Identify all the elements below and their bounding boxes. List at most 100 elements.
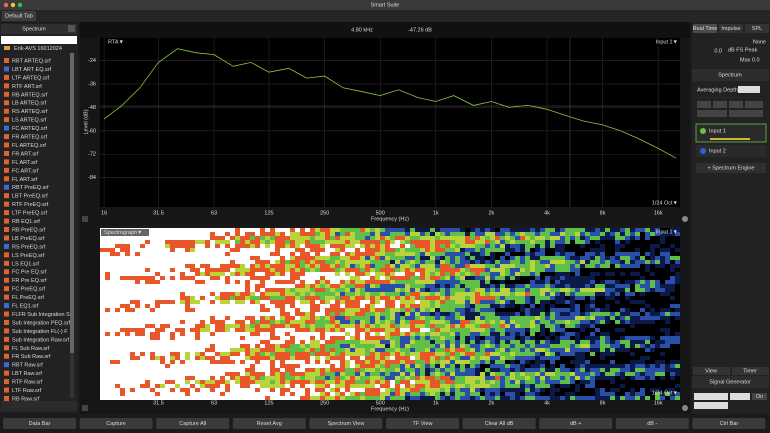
- spectrogram-cell: [615, 232, 620, 236]
- spectrogram-cell: [115, 292, 120, 296]
- spectrogram-cell: [175, 360, 180, 364]
- spectrogram-cell: [330, 304, 335, 308]
- spectrogram-cell: [265, 292, 270, 296]
- tab[interactable]: [2, 11, 36, 21]
- spectrogram-cell: [145, 304, 150, 308]
- spectrogram-cell: [380, 280, 385, 284]
- spectrogram-cell: [225, 320, 230, 324]
- spectrogram-cell: [610, 380, 615, 384]
- search-box[interactable]: [1, 36, 77, 44]
- spectrogram-cell: [645, 248, 650, 252]
- sidebar-menu[interactable]: [68, 25, 75, 32]
- spectrogram-cell: [485, 356, 490, 360]
- spectrogram-cell: [175, 324, 180, 328]
- spectrogram-cell: [370, 260, 375, 264]
- spectrogram-cell: [365, 308, 370, 312]
- spectrogram-cell: [105, 388, 110, 392]
- spectrogram-cell: [435, 300, 440, 304]
- spectrogram-cell: [450, 352, 455, 356]
- spectrogram-cell: [260, 364, 265, 368]
- spectrogram-cell: [505, 356, 510, 360]
- spectrogram-cell: [395, 348, 400, 352]
- spectrogram-cell: [545, 240, 550, 244]
- spectrogram-cell: [365, 256, 370, 260]
- spectrogram-cell: [585, 236, 590, 240]
- spectrogram-cell: [195, 388, 200, 392]
- spectrogram-cell: [605, 336, 610, 340]
- spectrogram-cell: [275, 348, 280, 352]
- spectrogram-cell: [155, 344, 160, 348]
- spectrogram-cell: [370, 236, 375, 240]
- spectrogram-cell: [110, 300, 115, 304]
- spectrogram-cell: [530, 352, 535, 356]
- spectrogram-cell: [295, 376, 300, 380]
- spectrogram-cell: [480, 252, 485, 256]
- spectrogram-cell: [200, 248, 205, 252]
- spectrogram-cell: [295, 272, 300, 276]
- spectrogram-cell: [570, 348, 575, 352]
- spectrogram-cell: [585, 320, 590, 324]
- spectrogram-cell: [120, 368, 125, 372]
- scroll-thumb[interactable]: [70, 53, 74, 353]
- spectrogram-cell: [570, 312, 575, 316]
- spectrogram-cell: [485, 288, 490, 292]
- spectrogram-cell: [615, 388, 620, 392]
- spectrogram-cell: [570, 304, 575, 308]
- spectrogram-cell: [285, 292, 290, 296]
- spectrogram-cell: [490, 248, 495, 252]
- spectrogram-cell: [110, 368, 115, 372]
- spectrogram-cell: [125, 236, 130, 240]
- spectrogram-cell: [425, 356, 430, 360]
- spectrogram-cell: [575, 276, 580, 280]
- spectrogram-cell: [320, 328, 325, 332]
- spectrogram-cell: [285, 284, 290, 288]
- spectrogram-cell: [290, 260, 295, 264]
- spectrogram-cell: [645, 276, 650, 280]
- close-button[interactable]: [3, 2, 9, 8]
- spectrogram-cell: [230, 368, 235, 372]
- spectrogram-cell: [315, 232, 320, 236]
- spectrogram-cell: [395, 304, 400, 308]
- spectrogram-cell: [185, 280, 190, 284]
- spectrogram-cell: [640, 288, 645, 292]
- minimize-button[interactable]: [10, 2, 16, 8]
- spectrogram-cell: [195, 288, 200, 292]
- spectrogram-cell: [410, 340, 415, 344]
- spectrogram-cell: [575, 280, 580, 284]
- spectrogram-cell: [145, 316, 150, 320]
- zoom-button[interactable]: [17, 2, 23, 8]
- spectrogram-cell: [535, 260, 540, 264]
- spectrogram-cell: [110, 348, 115, 352]
- spectrogram-cell: [430, 232, 435, 236]
- spectrogram-cell: [245, 228, 250, 232]
- spectrogram-cell: [110, 332, 115, 336]
- spectrogram-cell: [590, 396, 595, 400]
- spectrogram-cell: [495, 396, 500, 400]
- spectrogram-cell: [665, 252, 670, 256]
- spectrogram-cell: [510, 352, 515, 356]
- spectrogram-cell: [465, 368, 470, 372]
- spectrogram-cell: [585, 272, 590, 276]
- spectrogram-cell: [420, 288, 425, 292]
- spectrogram-cell: [560, 364, 565, 368]
- spectrogram-cell: [275, 340, 280, 344]
- spectrogram-cell: [330, 288, 335, 292]
- spectrogram-cell: [530, 284, 535, 288]
- spectrogram-cell: [640, 276, 645, 280]
- spectrogram-cell: [485, 232, 490, 236]
- spectrogram-cell: [465, 276, 470, 280]
- spectrogram-cell: [590, 316, 595, 320]
- spectrogram-cell: [245, 336, 250, 340]
- spectrogram-cell: [310, 320, 315, 324]
- spectrogram-cell: [550, 372, 555, 376]
- spectrogram-cell: [220, 228, 225, 232]
- spectrogram-cell: [355, 300, 360, 304]
- spectrogram-cell: [275, 260, 280, 264]
- spectrogram-cell: [320, 376, 325, 380]
- spectrogram-cell: [650, 336, 655, 340]
- spectrogram-cell: [170, 388, 175, 392]
- spectrogram-cell: [375, 280, 380, 284]
- spectrogram-cell: [220, 300, 225, 304]
- spectrogram-cell: [210, 312, 215, 316]
- spectrogram-cell: [395, 384, 400, 388]
